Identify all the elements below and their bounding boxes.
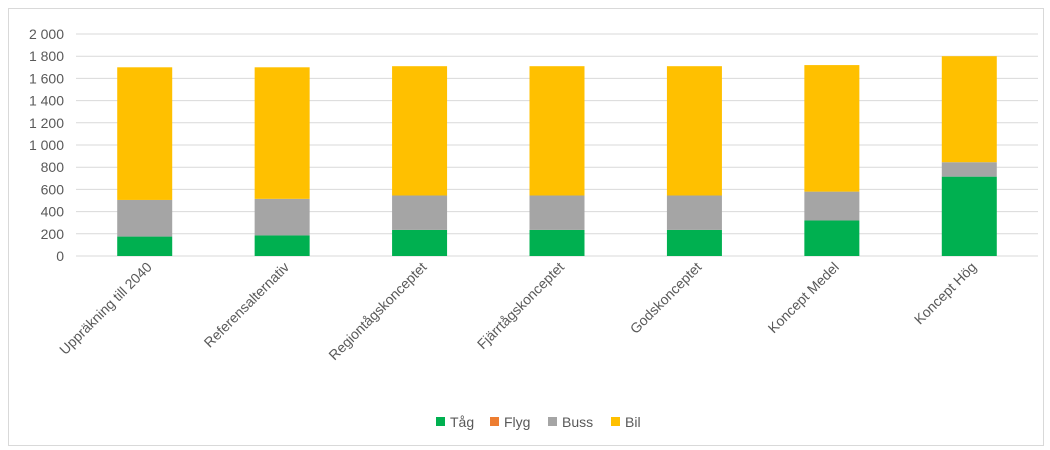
bar-segment (529, 195, 585, 230)
category-label: Godskonceptet (627, 259, 705, 337)
bar-segment (529, 229, 585, 256)
bar-segment (666, 195, 722, 230)
bar-segment (254, 235, 310, 256)
bar-segment (117, 236, 173, 256)
y-tick-label: 600 (41, 181, 65, 197)
bar-segment (804, 65, 860, 192)
chart-frame (8, 8, 1044, 446)
bar-segment (666, 229, 722, 256)
bar-segment (804, 191, 860, 221)
y-tick-label: 1 400 (29, 93, 64, 109)
legend-label: Bil (625, 414, 641, 430)
legend-swatch (548, 417, 557, 426)
category-label: Koncept Hög (911, 259, 980, 328)
y-tick-label: 800 (41, 159, 65, 175)
y-tick-label: 1 600 (29, 70, 64, 86)
bar-segment (392, 229, 448, 256)
bar-segment (941, 176, 997, 256)
y-tick-label: 0 (56, 248, 64, 264)
bar-segment (666, 66, 722, 196)
bar-segment (941, 162, 997, 177)
legend-swatch (436, 417, 445, 426)
legend-swatch (490, 417, 499, 426)
category-label: Fjärrtågskonceptet (474, 259, 567, 352)
y-tick-label: 1 000 (29, 137, 64, 153)
bar-segment (254, 198, 310, 236)
legend-swatch (611, 417, 620, 426)
bar-segment (117, 67, 173, 200)
bar-segment (117, 199, 173, 237)
y-tick-label: 1 800 (29, 48, 64, 64)
y-tick-label: 1 200 (29, 115, 64, 131)
y-tick-label: 400 (41, 204, 65, 220)
category-label: Regiontågskonceptet (325, 259, 429, 363)
bar-segment (529, 66, 585, 196)
category-label: Uppräkning till 2040 (56, 259, 155, 358)
bar-segment (804, 220, 860, 256)
bar-segment (392, 66, 448, 196)
bar-segment (941, 56, 997, 163)
category-label: Koncept Medel (765, 259, 842, 336)
legend-label: Buss (562, 414, 593, 430)
bar-segment (254, 67, 310, 199)
bar-segment (392, 195, 448, 230)
y-tick-label: 2 000 (29, 26, 64, 42)
y-tick-label: 200 (41, 226, 65, 242)
category-label: Referensalternativ (201, 259, 293, 351)
legend-label: Flyg (504, 414, 530, 430)
legend-label: Tåg (450, 414, 474, 430)
